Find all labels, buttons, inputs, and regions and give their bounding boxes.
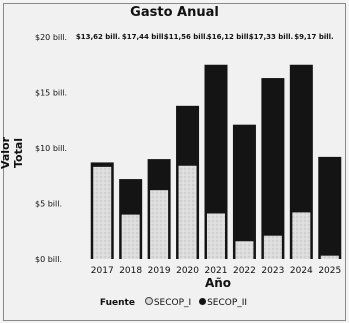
chart-frame [3, 3, 346, 321]
bar-secop-i [121, 214, 140, 259]
legend-swatch-secop-ii [199, 298, 207, 305]
x-tick-label: 2018 [119, 266, 142, 276]
legend-label-secop-ii[interactable]: SECOP_II [207, 298, 248, 308]
legend-title: Fuente [99, 298, 135, 308]
bar-secop-i [178, 165, 197, 259]
top-value-label: $17,44 bill. [122, 33, 166, 41]
bar-secop-ii [232, 124, 256, 259]
top-value-label: $13,62 bill. [76, 33, 120, 41]
legend-swatch-secop-i [144, 297, 153, 305]
bar-secop-i [292, 212, 311, 259]
y-tick-label: $10 bill. [35, 144, 67, 153]
bar-secop-i [263, 235, 282, 259]
y-tick-label: $20 bill. [35, 33, 67, 42]
x-tick-label: 2021 [205, 266, 228, 276]
x-tick-label: 2023 [261, 266, 284, 276]
top-value-label: $11,56 bill. [164, 33, 208, 41]
x-tick-label: 2024 [290, 266, 313, 276]
legend-label-secop-i[interactable]: SECOP_I [153, 298, 192, 308]
bar-secop-i [320, 255, 339, 259]
x-tick-label: 2020 [176, 266, 199, 276]
bar-secop-ii [261, 78, 285, 259]
top-value-label: $16,12 bill. [207, 33, 251, 41]
x-tick-label: 2017 [91, 266, 114, 276]
x-axis-title: Año [204, 276, 232, 290]
y-tick-label: $15 bill. [35, 89, 67, 98]
y-tick-label: $5 bill. [35, 200, 62, 209]
top-value-label: $17,33 bill. [249, 33, 293, 41]
chart-title: Gasto Anual [130, 5, 219, 20]
bar-secop-ii [318, 156, 342, 259]
top-value-label: $9,17 bill. [294, 33, 333, 41]
legend[interactable]: Fuente SECOP_I SECOP_II [0, 297, 349, 308]
x-tick-label: 2019 [148, 266, 171, 276]
bar-secop-i [150, 190, 169, 259]
x-tick-label: 2022 [233, 266, 256, 276]
y-tick-label: $0 bill. [35, 255, 62, 264]
bar-secop-i [235, 241, 254, 259]
x-tick-label: 2025 [318, 266, 341, 276]
bar-secop-ii [289, 64, 313, 259]
bar-secop-i [93, 166, 112, 259]
bar-secop-i [207, 213, 225, 259]
bar-secop-ii [204, 64, 228, 259]
